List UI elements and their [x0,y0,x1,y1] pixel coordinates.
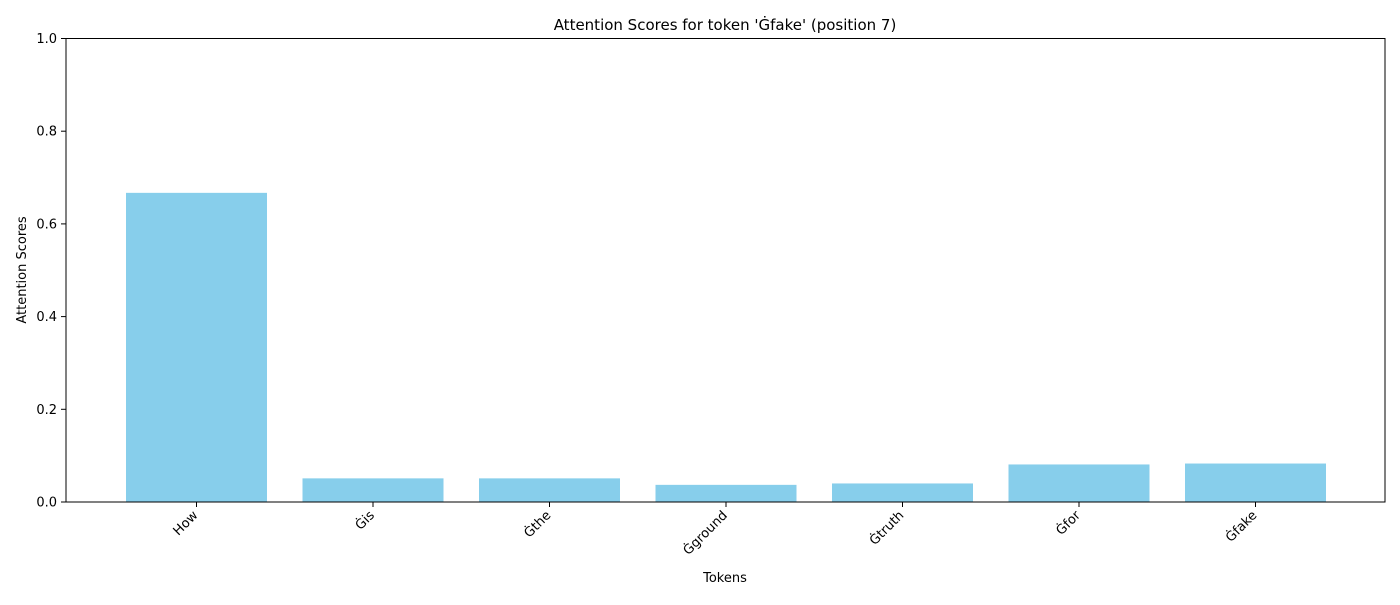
bar [479,478,620,502]
bar [302,478,444,502]
chart-title: Attention Scores for token 'Ġfake' (posi… [554,15,897,34]
plot-frame [65,38,1386,503]
x-tick-label: Ġthe [520,507,554,541]
y-tick-label: 0.4 [36,310,57,325]
bars-group [126,192,1326,502]
bar [126,192,267,502]
y-axis-label: Attention Scores [15,216,30,324]
x-tick-label: Ġfor [1052,506,1084,538]
x-tick-label: How [171,508,202,539]
bar [1185,463,1326,502]
y-tick-label: 0.0 [36,496,57,511]
x-tick-label: Ġground [679,507,731,559]
bar [832,483,973,502]
y-tick-label: 0.6 [36,217,57,232]
bar [655,484,797,502]
x-tick-label: Ġis [351,507,378,534]
y-tick-label: 1.0 [36,32,57,47]
x-tick-label: Ġtruth [866,507,908,549]
y-tick-label: 0.2 [36,403,57,418]
bar [1008,464,1150,502]
y-tick-label: 0.8 [36,125,57,140]
x-ticks-group: How Ġis Ġthe Ġground Ġtruth Ġfor Ġfake [171,502,1261,559]
x-tick-label: Ġfake [1222,507,1261,546]
y-ticks-group: 0.0 0.2 0.4 0.6 0.8 1.0 [36,32,66,511]
x-axis-label: Tokens [702,571,747,586]
